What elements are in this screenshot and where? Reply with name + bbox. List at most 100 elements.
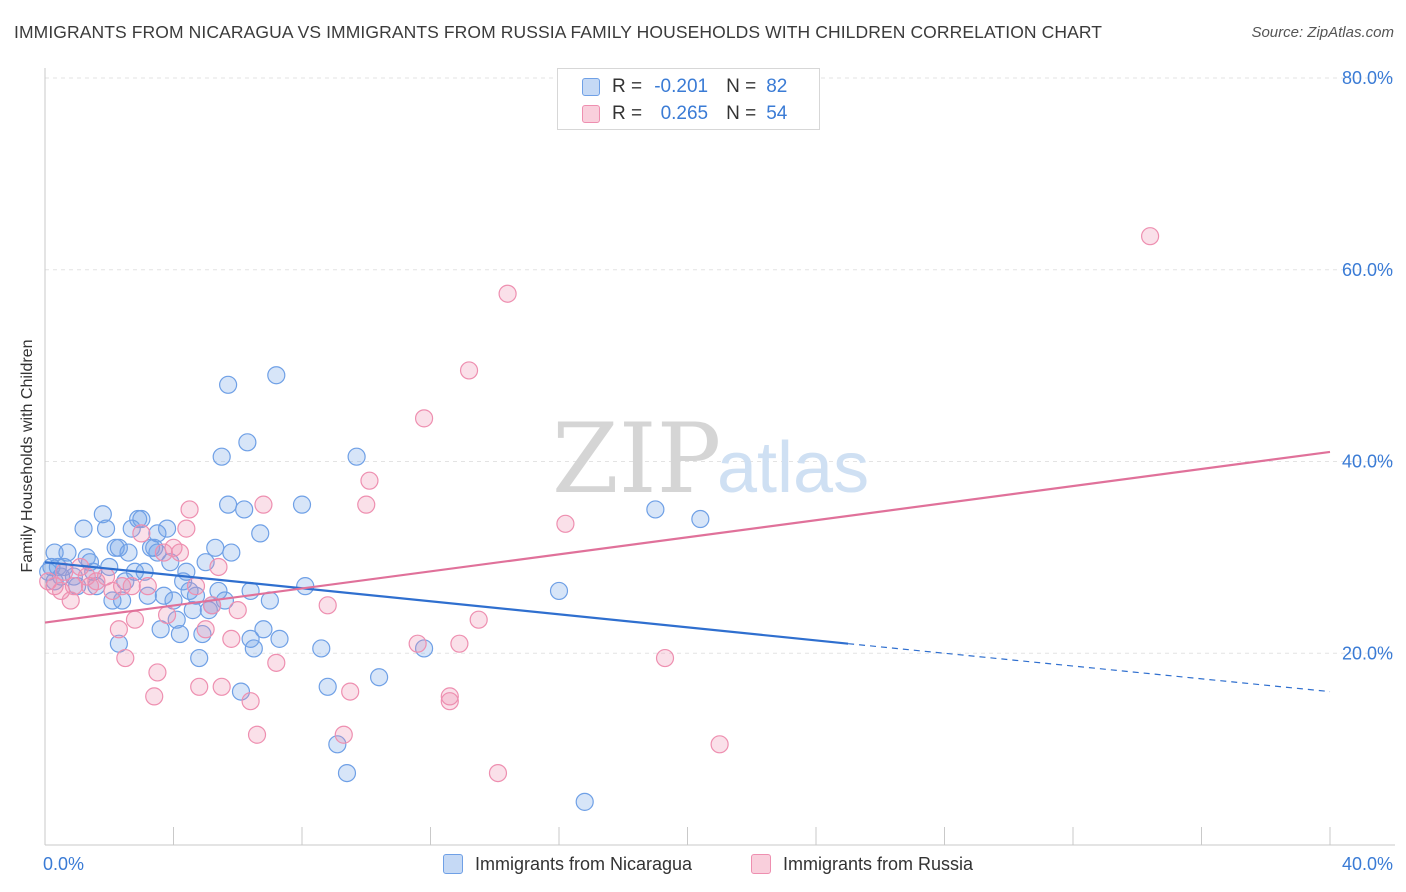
data-point (440, 692, 459, 711)
data-point (125, 610, 145, 629)
data-point (219, 495, 238, 514)
data-point (161, 553, 180, 572)
data-point (238, 433, 257, 452)
data-point (138, 577, 157, 596)
legend-r-value: 0.265 (660, 103, 709, 124)
data-point (646, 500, 665, 519)
data-point (64, 567, 84, 586)
data-point (148, 524, 167, 543)
data-point (254, 620, 273, 639)
legend-r-value: -0.201 (654, 76, 709, 97)
data-point (440, 687, 459, 706)
data-point (228, 601, 247, 620)
data-point (157, 605, 177, 625)
data-point (180, 500, 199, 519)
data-point (154, 586, 173, 605)
data-point (103, 581, 122, 601)
data-point (556, 514, 575, 533)
data-point (341, 682, 360, 701)
y-tick-label: 40.0% (1342, 452, 1393, 472)
data-point (318, 677, 337, 696)
data-point (357, 495, 376, 514)
trend-line-nicaragua-extension (848, 643, 1331, 693)
legend-swatch-nicaragua (582, 78, 600, 96)
data-point (112, 591, 132, 610)
data-point (267, 653, 286, 672)
y-tick-label: 20.0% (1342, 643, 1393, 663)
data-point (186, 577, 206, 596)
axes (44, 68, 1395, 846)
legend-swatch-russia (582, 105, 600, 123)
data-point (469, 610, 488, 629)
data-point (414, 409, 434, 428)
data-point (119, 543, 138, 562)
data-point (177, 519, 196, 538)
data-point (170, 543, 190, 562)
data-point (241, 692, 260, 711)
data-point (132, 509, 151, 529)
legend-n-label: N = (726, 76, 757, 97)
data-point (157, 519, 177, 538)
data-point (190, 648, 209, 668)
data-point (337, 763, 357, 783)
data-point (247, 725, 267, 744)
data-point (170, 624, 190, 644)
data-point (691, 509, 710, 529)
data-point (112, 577, 132, 596)
trend-line-russia (44, 450, 1331, 624)
stats-legend: R = -0.201 N = 82 R = 0.265 N = 54 (557, 68, 820, 130)
y-tick-label: 80.0% (1342, 68, 1393, 88)
bottom-legend-russia: Immigrants from Russia (751, 852, 973, 876)
data-point (219, 375, 238, 394)
legend-r-label: R = (612, 103, 643, 124)
tick-labels: 20.0% 40.0% 60.0% 80.0% 0.0% 40.0% (43, 68, 1393, 874)
data-point (549, 581, 569, 601)
x-tick-label: 40.0% (1342, 854, 1393, 874)
data-point (292, 495, 312, 514)
data-point (116, 648, 135, 668)
data-point (360, 471, 379, 490)
data-point (575, 792, 594, 811)
data-point (267, 366, 286, 385)
gridlines (45, 77, 1395, 654)
data-point (193, 624, 212, 644)
data-point (222, 543, 241, 562)
data-point (244, 639, 263, 658)
data-point (1140, 227, 1160, 246)
data-point (254, 495, 273, 514)
data-point (270, 629, 289, 648)
bottom-legend-nicaragua: Immigrants from Nicaragua (443, 852, 692, 876)
data-point (154, 543, 173, 562)
data-point (74, 519, 93, 538)
data-point (450, 634, 469, 653)
data-point (167, 610, 186, 629)
series-russia-points (39, 227, 1160, 783)
data-point (408, 634, 427, 653)
data-point (655, 648, 675, 668)
bottom-legend-label-russia: Immigrants from Russia (783, 853, 974, 874)
data-point (132, 524, 151, 543)
data-point (459, 361, 479, 380)
data-point (93, 505, 112, 524)
data-point (312, 639, 331, 658)
legend-row-nicaragua: R = -0.201 N = 82 (582, 75, 787, 99)
data-point (145, 687, 164, 706)
data-point (212, 677, 231, 696)
data-point (61, 591, 80, 610)
data-point (235, 500, 254, 519)
legend-row-russia: R = 0.265 N = 54 (582, 102, 787, 126)
bottom-legend-swatch-nicaragua (443, 854, 463, 874)
data-point (231, 682, 251, 701)
legend-n-value: 54 (766, 103, 788, 124)
trend-line-nicaragua (44, 561, 849, 645)
data-point (190, 677, 209, 696)
bottom-legend-label-nicaragua: Immigrants from Nicaragua (475, 853, 693, 874)
data-point (77, 567, 96, 586)
source-credit: Source: ZipAtlas.com (1251, 24, 1394, 41)
legend-r-label: R = (612, 76, 643, 97)
legend-n-label: N = (726, 103, 757, 124)
data-point (103, 591, 122, 610)
y-tick-label: 60.0% (1342, 260, 1393, 280)
data-point (64, 577, 84, 596)
